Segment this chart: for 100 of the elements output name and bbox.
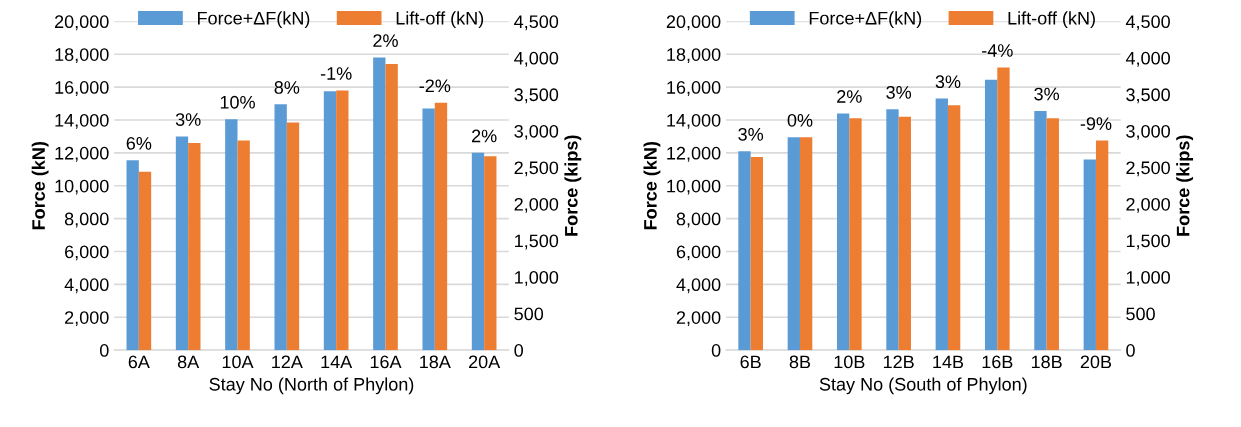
- annotation: 3%: [738, 127, 764, 141]
- y-axis-title: Force (kN): [31, 141, 49, 230]
- bar: [286, 122, 300, 351]
- y2-tick-label: 2,000: [514, 197, 559, 213]
- bar: [138, 171, 152, 351]
- x-tick-label: 10B: [834, 355, 865, 369]
- bar: [849, 118, 862, 351]
- y-tick-label: 2,000: [676, 311, 721, 327]
- bar: [984, 79, 998, 351]
- x-tick-label: 20B: [1080, 355, 1112, 369]
- x-tick-label: 14B: [933, 355, 964, 369]
- y-tick-label: 10,000: [55, 179, 109, 195]
- annotation: 10%: [220, 95, 255, 109]
- annotation: 2%: [837, 90, 862, 103]
- legend-label: Force+ΔF(kN): [809, 11, 922, 29]
- y2-tick-label: 3,500: [514, 88, 559, 104]
- bar: [225, 119, 238, 351]
- bar: [836, 113, 850, 351]
- x-tick-label: 16A: [370, 355, 402, 369]
- bar: [750, 156, 763, 351]
- bar: [126, 160, 139, 351]
- y2-tick-label: 1,500: [515, 234, 559, 250]
- bar: [787, 137, 800, 351]
- x-tick-label: 14A: [321, 355, 353, 369]
- y-tick-label: 2,000: [65, 311, 109, 327]
- annotation: 3%: [1034, 87, 1060, 101]
- x-tick-label: 18B: [1031, 355, 1062, 369]
- x-tick-label: 12B: [883, 355, 914, 369]
- bar: [1095, 140, 1109, 351]
- y-tick-label: 12,000: [55, 146, 109, 162]
- annotation: -2%: [419, 79, 451, 93]
- x-axis-title: Stay No (South of Phylon): [819, 377, 1027, 395]
- x-tick-label: 16B: [982, 355, 1013, 369]
- y2-tick-label: 4,500: [514, 15, 559, 31]
- x-tick-label: 20A: [468, 355, 501, 369]
- y2-tick-label: 1,500: [1126, 234, 1170, 250]
- annotation: 8%: [274, 81, 300, 94]
- x-tick-label: 6B: [740, 355, 761, 369]
- annotation: 3%: [935, 75, 961, 89]
- bar: [886, 109, 899, 351]
- y-tick-label: 18,000: [667, 48, 721, 64]
- y-tick-label: 14,000: [667, 113, 721, 129]
- y-tick-label: 0: [711, 344, 721, 357]
- y-tick-label: 16,000: [667, 81, 721, 96]
- y2-tick-label: 4,500: [1125, 15, 1170, 31]
- annotation: -9%: [1080, 117, 1112, 131]
- annotation: 2%: [373, 34, 398, 47]
- annotation: 3%: [886, 86, 912, 99]
- y-tick-label: 18,000: [55, 48, 109, 64]
- bar: [1046, 118, 1059, 351]
- bar: [471, 152, 485, 351]
- y2-tick-label: 500: [1126, 307, 1155, 321]
- y2-tick-label: 4,000: [1125, 51, 1170, 67]
- y2-tick-label: 1,000: [515, 271, 559, 286]
- annotation: 6%: [126, 136, 152, 150]
- bar: [434, 102, 448, 351]
- bar: [1034, 110, 1047, 351]
- y2-tick-label: 3,000: [1126, 124, 1170, 140]
- bar: [274, 104, 287, 351]
- bar: [373, 57, 386, 351]
- y2-tick-label: 3,000: [514, 124, 559, 140]
- bar: [738, 151, 751, 351]
- y-tick-label: 6,000: [65, 245, 109, 261]
- y2-tick-label: 1,000: [1126, 271, 1170, 286]
- y-tick-label: 10,000: [667, 179, 721, 195]
- annotation: 0%: [787, 113, 813, 127]
- x-tick-label: 12A: [272, 355, 303, 369]
- bar: [237, 140, 250, 351]
- x-tick-label: 6A: [128, 355, 150, 369]
- annotation: 3%: [175, 113, 201, 126]
- legend-label: Lift-off (kN): [1008, 11, 1095, 29]
- annotation: 2%: [472, 129, 497, 143]
- bar: [898, 116, 911, 351]
- y-tick-label: 20,000: [666, 15, 721, 31]
- y-tick-label: 14,000: [55, 113, 109, 129]
- y2-tick-label: 0: [514, 344, 524, 357]
- bar: [947, 105, 961, 351]
- y2-axis-title: Force (kips): [1176, 135, 1194, 236]
- bar: [188, 143, 201, 351]
- y-tick-label: 4,000: [64, 278, 109, 294]
- bar: [422, 108, 435, 351]
- y-tick-label: 4,000: [676, 278, 721, 294]
- y-tick-label: 16,000: [55, 81, 109, 96]
- y2-tick-label: 3,500: [1126, 88, 1170, 104]
- y2-tick-label: 4,000: [514, 51, 559, 67]
- y-tick-label: 20,000: [55, 15, 109, 31]
- bar: [997, 67, 1010, 351]
- bar: [336, 90, 349, 351]
- y2-tick-label: 2,500: [1126, 161, 1170, 177]
- y2-tick-label: 0: [1126, 344, 1135, 357]
- annotation: -4%: [982, 44, 1013, 57]
- x-tick-label: 8A: [177, 355, 200, 369]
- x-tick-label: 18A: [420, 355, 451, 369]
- bar: [385, 64, 398, 351]
- y-axis-title: Force (kN): [643, 141, 661, 230]
- bar: [1083, 159, 1096, 351]
- y-tick-label: 8,000: [676, 212, 721, 228]
- y2-axis-title: Force (kips): [564, 135, 582, 236]
- y-tick-label: 12,000: [667, 146, 721, 162]
- x-tick-label: 8B: [789, 355, 811, 369]
